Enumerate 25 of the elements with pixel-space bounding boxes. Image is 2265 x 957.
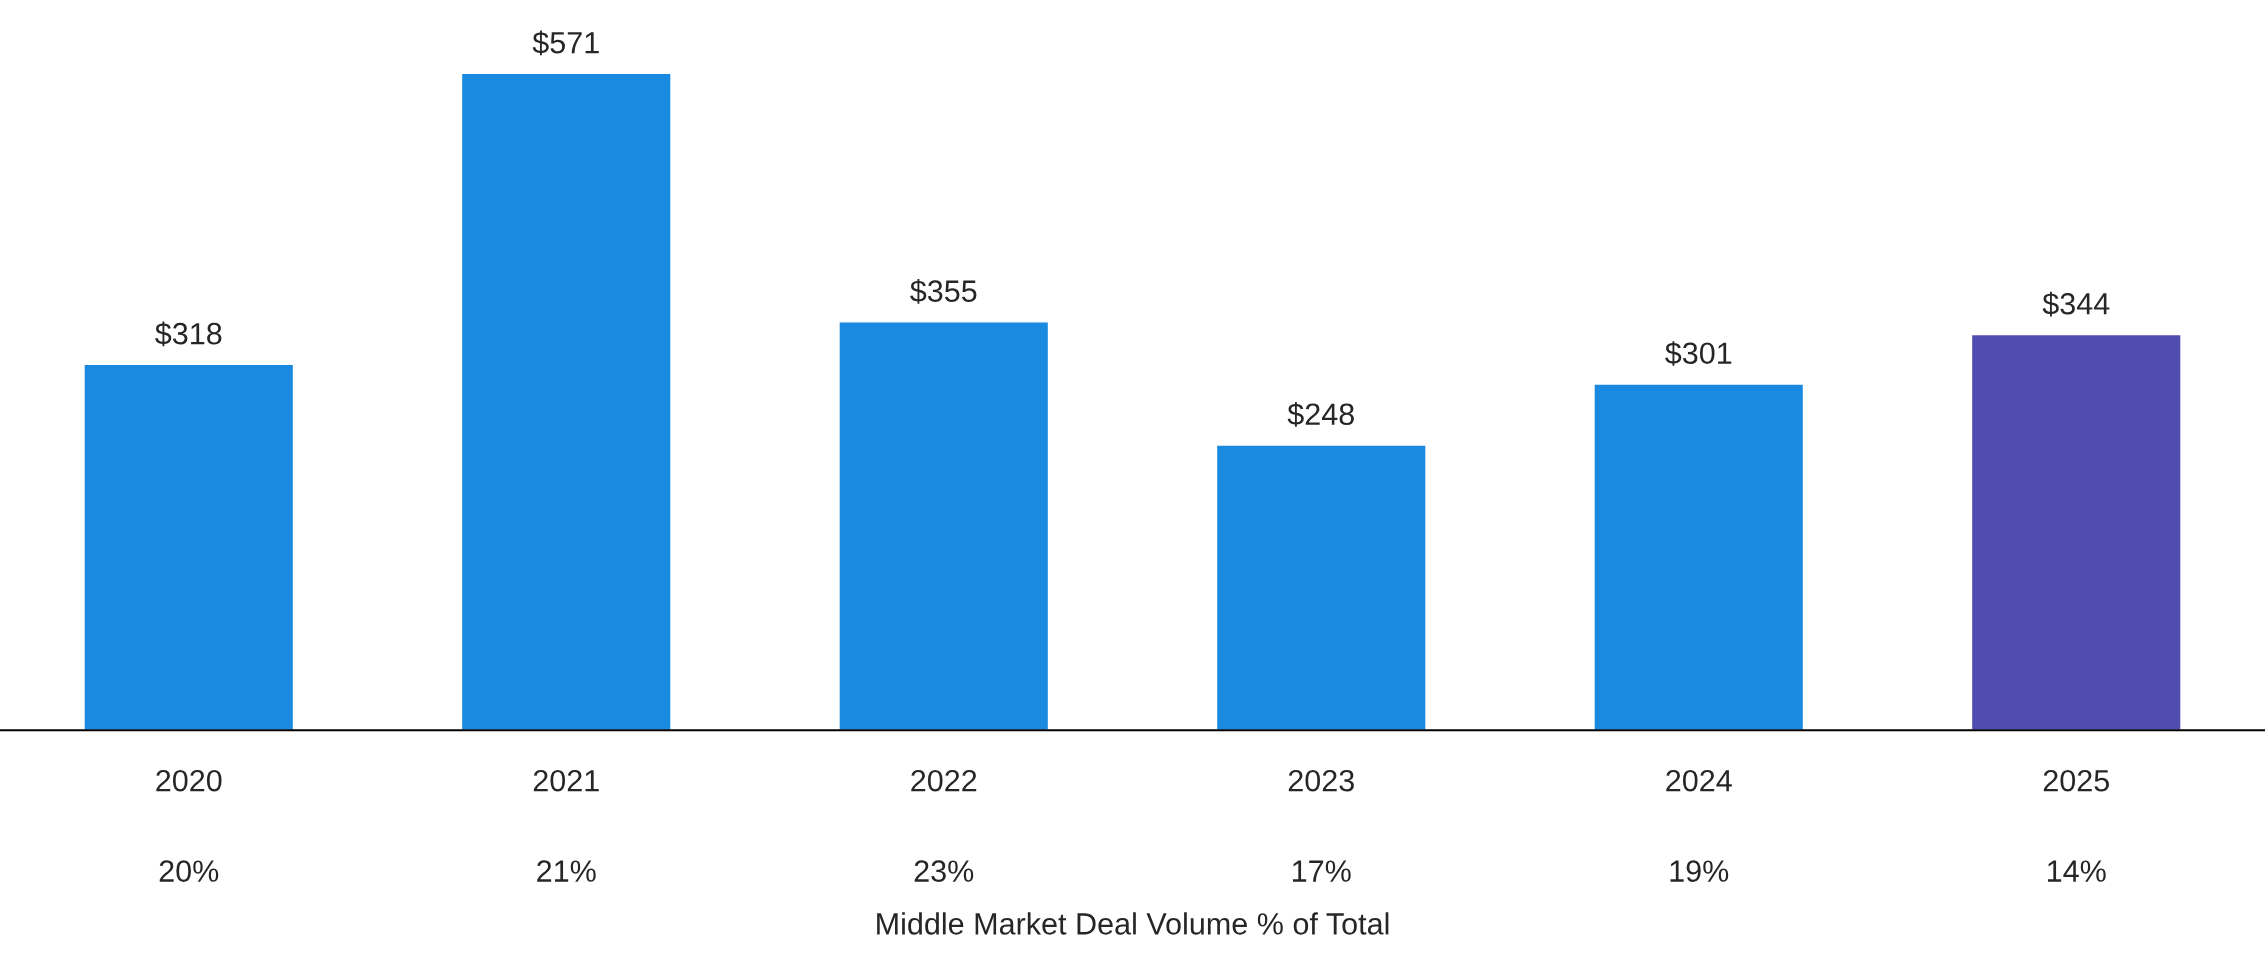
bar [460, 72, 672, 731]
bar [1215, 444, 1427, 731]
x-tick-label: 2020 [156, 769, 222, 792]
text: 17% [1293, 860, 1351, 882]
text: 14% [2048, 860, 2106, 882]
x-tick-label: 2024 [1666, 769, 1732, 792]
data-label: $301 [1665, 341, 1732, 366]
text: 21% [537, 860, 596, 882]
data-label: $571 [532, 30, 599, 56]
bar [83, 363, 295, 731]
bar [1970, 333, 2182, 731]
bar [838, 321, 1050, 731]
x-tick-label: 2021 [533, 769, 599, 792]
text: 23% [914, 860, 974, 882]
bar [1593, 383, 1805, 731]
data-label: $248 [1287, 402, 1354, 427]
text: 19% [1670, 860, 1729, 882]
text: 20% [159, 860, 219, 882]
x-tick-label: 2022 [911, 769, 977, 792]
x-tick-label: 2023 [1288, 769, 1354, 792]
data-label: $318 [155, 321, 222, 347]
x-axis-title: Middle Market Deal Volume % of Total [877, 912, 1389, 935]
data-label: $355 [910, 279, 977, 304]
x-tick-label: 2025 [2043, 769, 2109, 792]
data-label: $344 [2042, 291, 2110, 317]
